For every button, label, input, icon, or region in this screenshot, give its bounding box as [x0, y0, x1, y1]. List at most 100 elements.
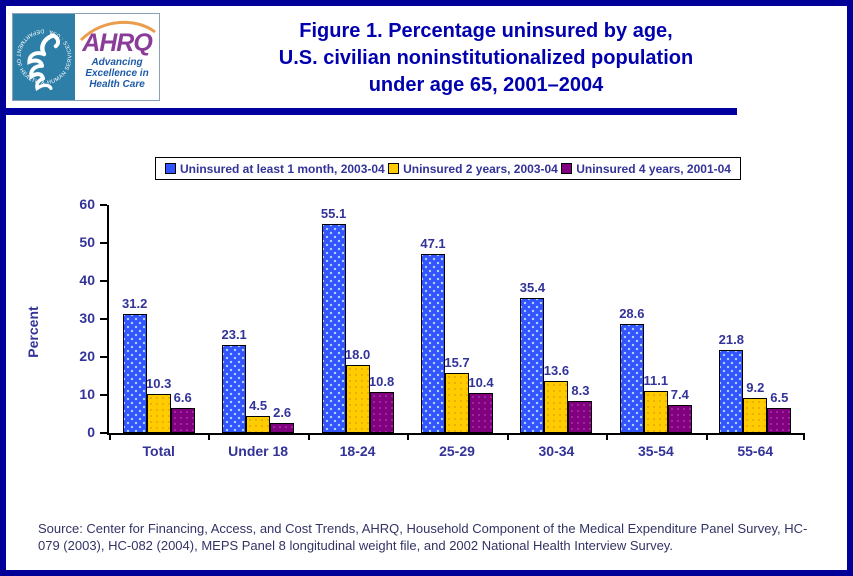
y-axis-tick-label: 20: [79, 348, 95, 364]
bar-25-29-series-1: [421, 254, 445, 433]
bar-value-label: 10.4: [468, 375, 494, 391]
bar-value-label: 8.3: [571, 383, 590, 399]
bar-25-29-series-3: [469, 393, 493, 433]
x-axis-tick: [706, 433, 708, 440]
bar-value-label: 15.7: [444, 355, 470, 371]
x-axis-category-label: Total: [142, 443, 175, 459]
legend-item-1-month: Uninsured at least 1 month, 2003-04: [165, 162, 385, 176]
y-axis-tick-label: 60: [79, 196, 95, 212]
bar-value-label: 28.6: [619, 306, 645, 322]
ahrq-panel: AHRQ Advancing Excellence in Health Care: [75, 14, 159, 100]
y-axis-tick-label: 30: [79, 310, 95, 326]
hhs-seal: DEPARTMENT OF HEALTH & HUMAN SERVICES · …: [13, 14, 75, 100]
figure-title-line-1: Figure 1. Percentage uninsured by age,: [299, 20, 673, 42]
bar-18-24-series-1: [321, 223, 346, 433]
bar-30-34-series-3: [568, 401, 593, 433]
x-axis-category-label: 35-54: [637, 443, 674, 459]
bar-value-label: 23.1: [221, 327, 247, 343]
y-axis-tick: [100, 432, 107, 434]
bar-35-54-series-2: [643, 390, 668, 433]
y-axis-tick-label: 0: [87, 424, 95, 440]
y-axis-tick-label: 40: [79, 272, 95, 288]
bar-18-24-series-3: [369, 391, 394, 433]
x-axis-category-label: 25-29: [439, 443, 475, 459]
bar-Total-series-1: [122, 314, 147, 433]
tagline-line: Health Care: [89, 79, 145, 90]
bar-value-label: 18.0: [344, 346, 371, 362]
bar-value-label: 47.1: [420, 236, 446, 252]
y-axis-tick: [100, 356, 107, 358]
bar-35-54-series-1: [619, 324, 644, 433]
hhs-ahrq-logo: DEPARTMENT OF HEALTH & HUMAN SERVICES · …: [12, 13, 160, 101]
bar-value-label: 21.8: [718, 332, 744, 348]
bar-value-label: 4.5: [249, 397, 268, 413]
bar-value-label: 55.1: [320, 205, 347, 221]
ahrq-tagline: Advancing Excellence in Health Care: [75, 57, 159, 90]
bar-30-34-series-2: [544, 381, 569, 433]
y-axis-tick: [100, 280, 107, 282]
x-axis-tick: [109, 433, 111, 440]
x-axis-tick: [308, 433, 310, 440]
bar-value-label: 7.4: [670, 386, 689, 402]
x-axis-category-label: 55-64: [737, 443, 774, 459]
x-axis-tick: [407, 433, 409, 440]
bar-30-34-series-1: [520, 298, 545, 433]
y-axis-tick: [100, 318, 107, 320]
bar-18-24-series-2: [345, 364, 370, 433]
bar-value-label: 10.3: [146, 375, 172, 391]
figure-title-line-3: under age 65, 2001–2004: [368, 74, 604, 96]
legend-label: Uninsured at least 1 month, 2003-04: [180, 161, 385, 176]
bar-value-label: 6.5: [770, 390, 789, 406]
legend-swatch-blue: [165, 163, 176, 174]
y-axis-tick-label: 10: [79, 386, 95, 402]
legend-swatch-yellow: [388, 163, 400, 174]
bar-value-label: 10.8: [368, 373, 395, 389]
tagline-line: Advancing: [91, 57, 143, 68]
legend-item-2-years: Uninsured 2 years, 2003-04: [388, 162, 558, 176]
bar-55-64-series-2: [743, 398, 768, 433]
bar-value-label: 13.6: [543, 363, 570, 379]
x-axis-tick: [803, 433, 805, 440]
bar-Total-series-2: [146, 393, 171, 433]
legend-label: Uninsured 4 years, 2001-04: [576, 161, 731, 176]
bar-55-64-series-3: [767, 408, 792, 433]
bar-55-64-series-1: [719, 350, 744, 433]
legend-item-4-years: Uninsured 4 years, 2001-04: [561, 162, 731, 176]
y-axis-tick: [100, 242, 107, 244]
bar-value-label: 6.6: [173, 389, 192, 405]
ahrq-wordmark: AHRQ: [82, 29, 153, 57]
header-divider-rule: [6, 108, 737, 115]
figure-title: Figure 1. Percentage uninsured by age, U…: [186, 18, 786, 99]
x-axis-tick: [606, 433, 608, 440]
bar-Under 18-series-2: [246, 415, 271, 433]
bar-Under 18-series-1: [222, 345, 247, 433]
bar-value-label: 35.4: [519, 280, 546, 296]
bar-Under 18-series-3: [270, 423, 295, 433]
figure-title-line-2: U.S. civilian noninstitutionalized popul…: [278, 47, 694, 69]
bar-value-label: 9.2: [746, 380, 765, 396]
bar-value-label: 31.2: [122, 296, 148, 312]
y-axis-tick: [100, 394, 107, 396]
hhs-eagle-icon: DEPARTMENT OF HEALTH & HUMAN SERVICES · …: [15, 28, 73, 92]
bar-value-label: 11.1: [643, 372, 669, 388]
tagline-line: Excellence in: [85, 68, 149, 79]
x-axis-category-label: 30-34: [538, 443, 575, 459]
chart-legend: Uninsured at least 1 month, 2003-04 Unin…: [155, 157, 741, 180]
x-axis-tick: [507, 433, 509, 440]
legend-swatch-purple: [561, 163, 573, 174]
y-axis-title: Percent: [25, 306, 41, 358]
bar-value-label: 2.6: [273, 405, 292, 421]
plot-area: 0 10 20 30 40 50 60 Total Under 18 18-24 25-29 30-3…: [79, 196, 805, 459]
bar-35-54-series-3: [667, 404, 692, 433]
legend-label: Uninsured 2 years, 2003-04: [403, 161, 558, 176]
ahrq-arc-icon: [79, 20, 156, 42]
y-axis-tick: [100, 204, 107, 206]
bar-Total-series-3: [170, 407, 195, 433]
bar-25-29-series-2: [445, 373, 469, 433]
source-note: Source: Center for Financing, Access, an…: [38, 521, 808, 553]
x-axis-category-label: Under 18: [228, 443, 289, 459]
x-axis-tick: [208, 433, 210, 440]
y-axis-tick-label: 50: [79, 234, 95, 250]
x-axis-category-label: 18-24: [339, 443, 376, 459]
